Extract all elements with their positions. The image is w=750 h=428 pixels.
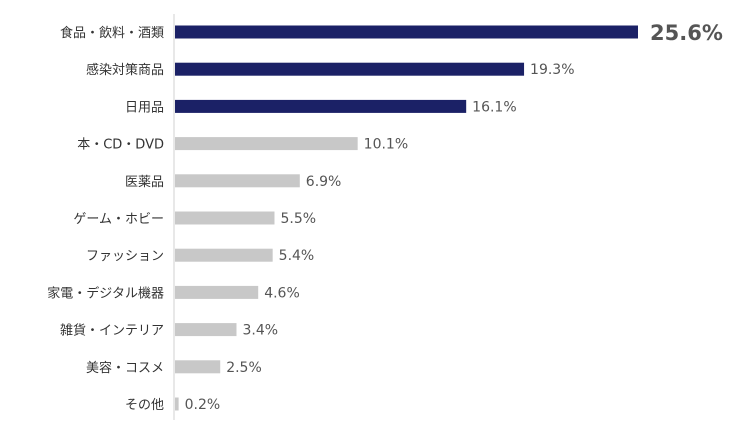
category-label: ゲーム・ホビー — [73, 212, 164, 227]
bar — [175, 99, 467, 113]
value-label: 19.3% — [530, 62, 574, 78]
value-label: 6.9% — [306, 174, 342, 190]
category-label: その他 — [125, 398, 164, 413]
bar — [175, 285, 259, 299]
category-label: 本・CD・DVD — [77, 138, 164, 153]
category-label: 家電・デジタル機器 — [47, 285, 164, 301]
bar — [175, 360, 221, 374]
value-label: 2.5% — [226, 360, 262, 376]
bar — [175, 323, 237, 337]
value-label: 4.6% — [264, 285, 300, 301]
value-label: 25.6% — [650, 21, 723, 45]
value-label: 3.4% — [242, 323, 278, 339]
category-label: ファッション — [86, 249, 164, 264]
category-label: 日用品 — [125, 100, 164, 115]
category-label: 感染対策商品 — [86, 62, 164, 78]
bar — [175, 397, 179, 411]
value-label: 0.2% — [185, 397, 221, 413]
value-label: 5.5% — [280, 211, 316, 227]
category-label: 医薬品 — [125, 175, 164, 190]
value-label: 16.1% — [472, 99, 516, 115]
bar — [175, 25, 638, 39]
category-label: 美容・コスメ — [86, 360, 164, 376]
category-label: 食品・飲料・酒類 — [60, 25, 164, 41]
category-label: 雑貨・インテリア — [60, 323, 164, 339]
bar — [175, 211, 275, 225]
bar — [175, 62, 525, 76]
bar — [175, 137, 358, 151]
bar — [175, 174, 300, 188]
value-label: 5.4% — [279, 248, 315, 264]
value-label: 10.1% — [364, 137, 408, 153]
bar — [175, 248, 273, 262]
